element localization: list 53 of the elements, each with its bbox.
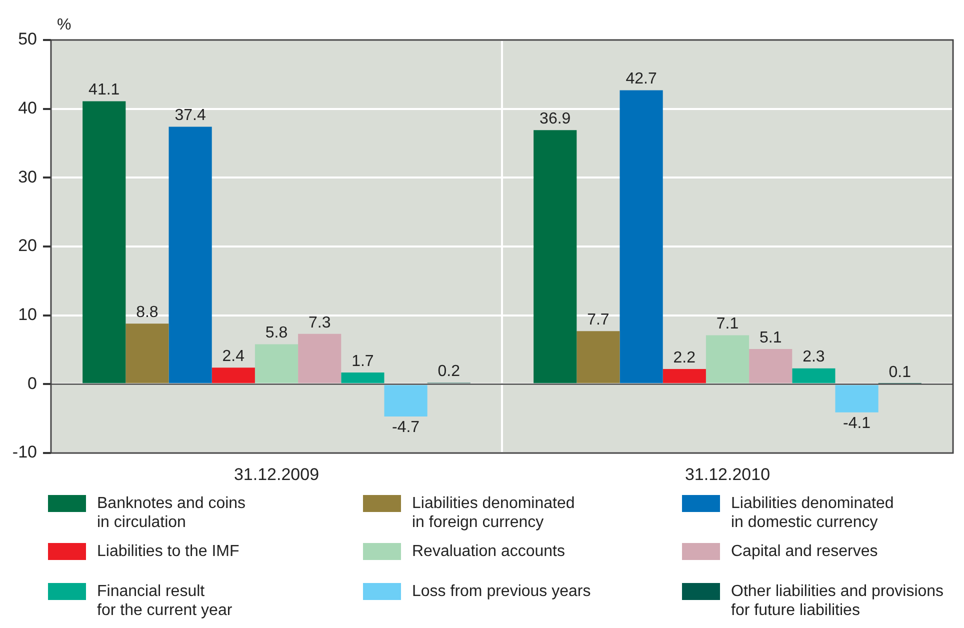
legend-label: Liabilities denominated in foreign currency [412,494,575,532]
data-label: 5.1 [759,329,782,346]
bar [126,324,169,384]
data-label: 0.1 [888,364,912,381]
data-label: 5.8 [265,324,288,342]
y-tick-label: -10 [12,442,37,462]
data-label: -4.7 [392,418,420,436]
legend-label: Liabilities to the IMF [97,542,240,561]
x-tick-label: 31.12.2009 [234,464,320,484]
legend-label: Revaluation accounts [412,542,565,561]
y-tick-label: 20 [18,236,37,256]
bar [662,369,706,384]
y-tick-label: 50 [18,30,37,49]
data-label: 7.7 [587,312,610,329]
data-label: 7.1 [716,316,739,333]
bar [792,368,836,384]
legend-label: Other liabilities and provisions for future liabilities [731,582,944,620]
bar [706,335,750,384]
x-tick-label: 31.12.2010 [684,464,770,484]
y-tick-label: 0 [28,374,37,393]
legend-label: Liabilities denominated in domestic currency [731,494,894,532]
data-label: 42.7 [626,70,657,88]
data-label: 2.2 [673,349,696,366]
data-label: 1.7 [352,352,374,370]
y-tick-label: 10 [18,305,37,324]
legend-label: Financial result for the current year [97,582,232,620]
bar [749,349,792,384]
bar [534,130,577,384]
y-tick-label: 40 [18,98,37,118]
bar [576,331,620,384]
bar [168,126,212,384]
data-label: 8.8 [136,304,158,321]
bar [82,101,126,384]
y-tick-label: 30 [18,167,37,186]
legend-label: Capital and reserves [731,542,878,561]
legend-label: Loss from previous years [412,582,591,601]
y-axis-title: % [57,16,72,34]
bar [212,368,255,384]
bar [384,385,428,417]
data-label: 2.4 [222,348,245,366]
data-label: 41.1 [88,82,120,99]
data-label: -4.1 [843,414,871,432]
data-label: 7.3 [308,314,331,332]
bar [835,385,878,412]
data-label: 2.3 [802,348,825,366]
data-label: 37.4 [174,107,206,124]
bar [341,372,384,384]
bar [620,90,663,384]
data-label: 36.9 [540,110,571,128]
legend-label: Banknotes and coins in circulation [97,494,246,532]
bar [298,334,342,384]
data-label: 0.2 [438,363,460,380]
bar [254,344,298,384]
